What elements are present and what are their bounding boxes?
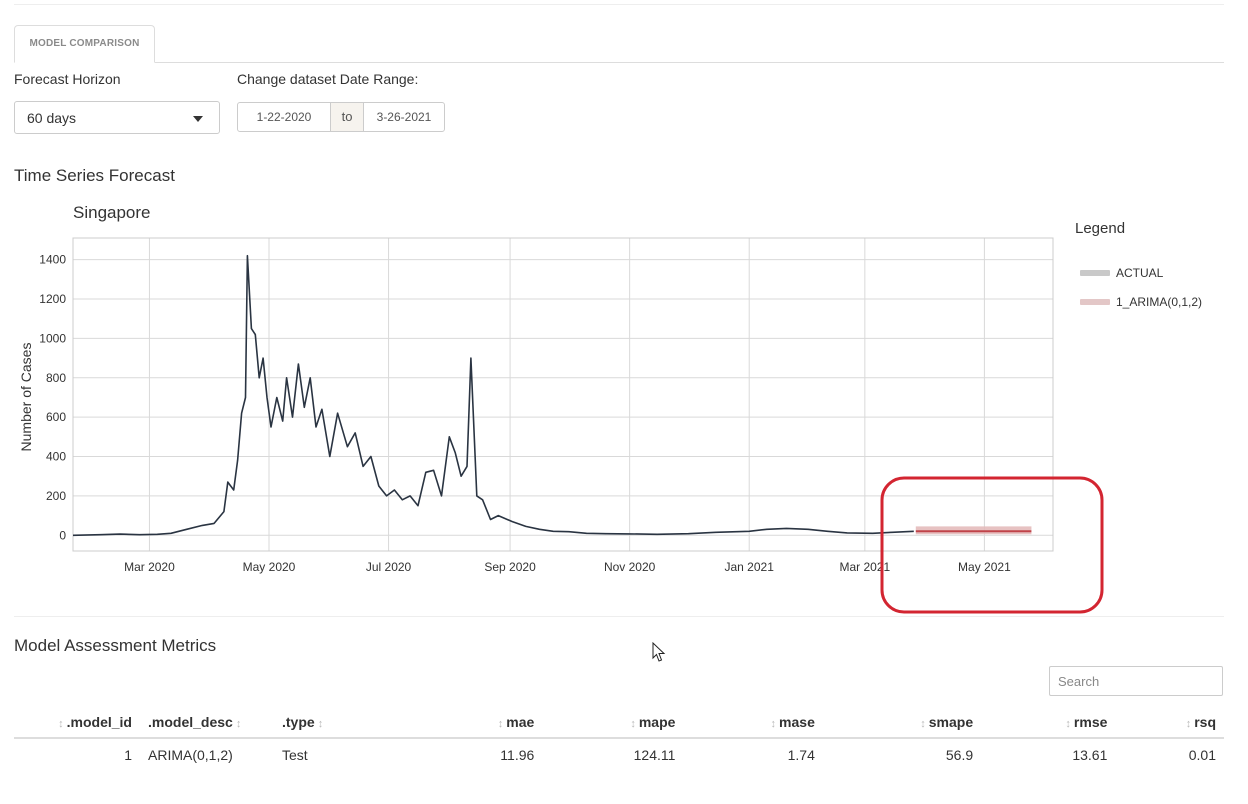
- cell-rsq: 0.01: [1188, 747, 1216, 763]
- top-divider: [14, 4, 1224, 5]
- y-tick-label: 200: [46, 489, 66, 503]
- forecast-section-title: Time Series Forecast: [14, 166, 175, 185]
- sort-icon: ↕: [58, 717, 64, 730]
- chart-title: Singapore: [73, 203, 151, 222]
- date-start-input[interactable]: 1-22-2020: [237, 102, 331, 132]
- x-tick-label: May 2020: [243, 560, 296, 574]
- col-smape[interactable]: ↕ smape: [822, 706, 982, 739]
- legend-swatch-arima: [1080, 299, 1110, 305]
- cell-mase: 1.74: [787, 747, 815, 763]
- cell-rmse: 13.61: [1072, 747, 1108, 763]
- tab-model-comparison[interactable]: MODEL COMPARISON: [14, 25, 155, 63]
- y-tick-label: 400: [46, 450, 66, 464]
- sort-icon: ↕: [920, 717, 926, 730]
- forecast-horizon-value: 60 days: [27, 110, 77, 126]
- forecast-chart[interactable]: Singapore Number of Cases 0 200 400 600 800 1…: [0, 195, 1248, 615]
- legend-swatch-actual: [1080, 270, 1110, 276]
- x-tick-label: Mar 2021: [839, 560, 890, 574]
- sort-icon: ↕: [497, 717, 504, 730]
- highlight-annotation-box: [880, 476, 1104, 614]
- forecast-horizon-select[interactable]: 60 days: [14, 101, 220, 134]
- plot-area: [72, 237, 1054, 552]
- mouse-pointer-icon: [652, 642, 666, 662]
- y-tick-label: 1400: [39, 253, 66, 267]
- col-mape[interactable]: ↕ mape: [542, 706, 684, 739]
- date-range-label: Change dataset Date Range:: [237, 71, 419, 87]
- y-tick-label: 1000: [39, 331, 66, 345]
- legend-title: Legend: [1075, 220, 1126, 237]
- legend-item-arima[interactable]: 1_ARIMA(0,1,2): [1080, 295, 1202, 309]
- tab-bar: MODEL COMPARISON: [14, 25, 1224, 63]
- col-model-id[interactable]: ↕ .model_id: [14, 706, 140, 739]
- x-tick-label: Nov 2020: [604, 560, 656, 574]
- section-divider: [14, 616, 1224, 617]
- legend-item-actual[interactable]: ACTUAL: [1080, 266, 1163, 280]
- y-tick-label: 600: [46, 410, 66, 424]
- sort-icon: ↕: [1065, 717, 1071, 730]
- cell-model-id: 1: [124, 747, 132, 763]
- cell-mae: 11.96: [500, 747, 535, 763]
- col-type[interactable]: .type ↕: [274, 706, 420, 739]
- x-tick-label: Jul 2020: [366, 560, 412, 574]
- sort-icon: ↕: [1185, 717, 1192, 730]
- cell-model-desc: ARIMA(0,1,2): [148, 747, 233, 763]
- col-rsq[interactable]: ↕ rsq: [1115, 706, 1224, 739]
- sort-icon: ↕: [317, 717, 324, 730]
- table-row[interactable]: 1 ARIMA(0,1,2) Test 11.96 124.11 1.74 56…: [14, 738, 1224, 771]
- y-tick-label: 1200: [39, 292, 66, 306]
- x-tick-label: Jan 2021: [725, 560, 775, 574]
- col-model-desc[interactable]: .model_desc ↕: [140, 706, 274, 739]
- search-input[interactable]: [1049, 666, 1223, 696]
- series-lines: [72, 254, 1032, 537]
- y-axis-label: Number of Cases: [18, 343, 34, 452]
- caret-down-icon: [193, 116, 203, 122]
- forecast-horizon-label: Forecast Horizon: [14, 71, 121, 87]
- date-range-separator: to: [331, 102, 363, 132]
- series-line-actual[interactable]: [72, 254, 914, 537]
- date-end-input[interactable]: 3-26-2021: [363, 102, 445, 132]
- col-mase[interactable]: ↕ mase: [683, 706, 823, 739]
- x-tick-label: May 2021: [958, 560, 1011, 574]
- sort-icon: ↕: [630, 717, 636, 730]
- axis-ticks: 0 200 400 600 800 1000 1200 1400 Mar 2020 May 202…: [39, 253, 1011, 574]
- y-tick-label: 0: [59, 528, 66, 542]
- sort-icon: ↕: [770, 717, 777, 730]
- legend-label-actual: ACTUAL: [1116, 266, 1164, 280]
- col-mae[interactable]: ↕ mae: [420, 706, 543, 739]
- x-tick-label: Mar 2020: [124, 560, 175, 574]
- cell-type: Test: [282, 747, 308, 763]
- cell-smape: 56.9: [945, 747, 974, 763]
- sort-icon: ↕: [235, 717, 242, 730]
- date-range-picker: 1-22-2020 to 3-26-2021: [237, 102, 445, 132]
- cell-mape: 124.11: [633, 747, 676, 763]
- metrics-table: ↕ .model_id .model_desc ↕ .type ↕ ↕ mae ↕ map…: [14, 706, 1224, 771]
- metrics-section-title: Model Assessment Metrics: [14, 636, 217, 655]
- legend-label-arima: 1_ARIMA(0,1,2): [1116, 295, 1203, 309]
- chart-grid: [73, 238, 1053, 551]
- x-tick-label: Sep 2020: [484, 560, 536, 574]
- y-tick-label: 800: [46, 371, 66, 385]
- table-header-row: ↕ .model_id .model_desc ↕ .type ↕ ↕ mae ↕ map…: [14, 706, 1224, 739]
- col-rmse[interactable]: ↕ rmse: [981, 706, 1116, 739]
